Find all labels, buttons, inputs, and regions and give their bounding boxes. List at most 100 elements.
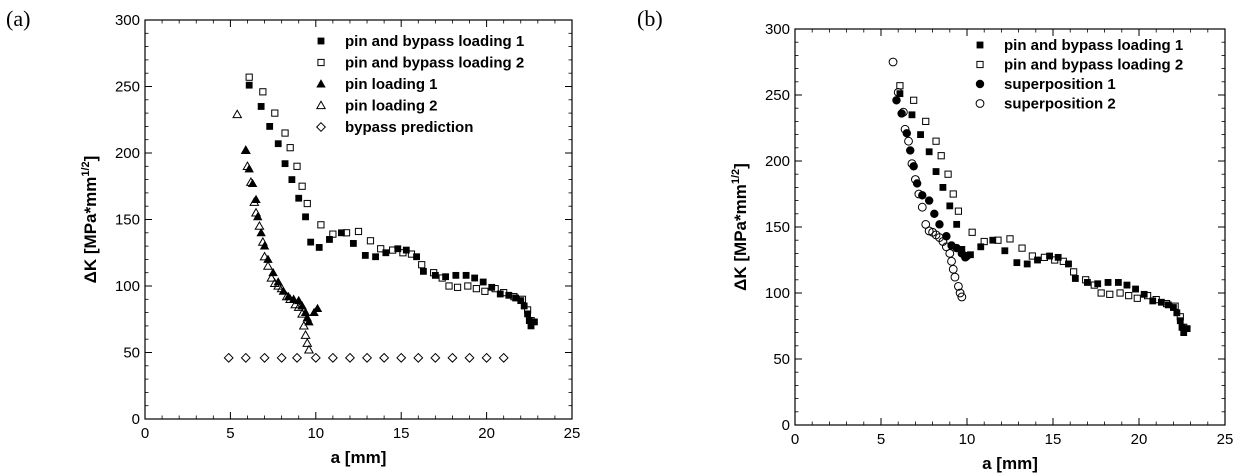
chart-a-point <box>295 194 303 202</box>
chart-a-point <box>342 229 351 237</box>
chart-a-point <box>379 352 390 363</box>
chart-b-point <box>904 136 913 146</box>
chart-a-point <box>285 294 296 303</box>
chart-a-legend-marker <box>316 79 326 88</box>
chart-b-point <box>1001 247 1009 255</box>
chart-b-point <box>930 209 939 219</box>
chart-a-point <box>281 129 289 137</box>
chart-b-point <box>989 236 997 244</box>
chart-a-legend-label: pin and bypass loading 1 <box>345 33 524 50</box>
chart-a-y-tick-label: 100 <box>115 278 140 295</box>
chart-a-point <box>297 308 308 318</box>
chart-a-series-3 <box>241 145 323 326</box>
chart-b-y-tick-label: 300 <box>765 21 790 38</box>
chart-a-point <box>399 249 407 257</box>
chart-a-point <box>303 199 311 208</box>
chart-b-point <box>917 131 924 138</box>
chart-a-point <box>329 230 337 238</box>
chart-a-series-1 <box>245 81 538 330</box>
chart-a-point <box>271 109 279 117</box>
chart-a-y-tick-label: 50 <box>123 345 140 362</box>
chart-a-point <box>498 352 509 363</box>
chart-a-point <box>266 123 274 130</box>
chart-b-point <box>1082 276 1090 284</box>
chart-a-point <box>481 352 492 363</box>
chart-b-point <box>1071 275 1079 282</box>
chart-a-legend-label: pin loading 1 <box>345 76 438 93</box>
chart-a-point <box>389 246 397 254</box>
chart-a-point <box>240 145 251 154</box>
chart-a-legend-label: pin and bypass loading 2 <box>345 55 524 72</box>
chart-b-point <box>957 292 967 302</box>
chart-b-point <box>1018 244 1026 252</box>
chart-b-point <box>900 124 910 134</box>
chart-b-legend-marker <box>976 60 984 69</box>
chart-a-point <box>382 249 390 257</box>
chart-b-point <box>954 282 963 291</box>
chart-a-point <box>273 280 284 290</box>
chart-a-point <box>310 352 321 363</box>
chart-a-point <box>527 316 535 325</box>
chart-b-point <box>1180 323 1188 331</box>
chart-a-point <box>366 237 375 245</box>
chart-a-point <box>293 302 304 311</box>
chart-a-point <box>452 271 460 279</box>
chart-a-point <box>430 269 438 277</box>
chart-b-point <box>1104 279 1112 286</box>
chart-b-point <box>1097 289 1105 297</box>
chart-b-point <box>955 288 965 298</box>
chart-a-point <box>281 160 289 168</box>
chart-b-point <box>949 190 957 198</box>
chart-b-point <box>1013 259 1021 267</box>
chart-b-point <box>946 202 954 210</box>
chart-b-series-2 <box>896 82 1188 331</box>
chart-a-point <box>269 278 280 287</box>
chart-b-point <box>953 220 961 228</box>
chart-a-series-2 <box>245 73 535 325</box>
chart-b-point <box>1051 256 1059 264</box>
chart-a-point <box>254 220 265 230</box>
chart-b-point <box>1090 281 1098 289</box>
chart-a-point <box>524 310 531 318</box>
chart-b-point <box>994 236 1002 244</box>
chart-a-point <box>481 287 489 295</box>
chart-a-panel-label: (a) <box>6 6 30 31</box>
chart-a-y-tick-label: 0 <box>132 411 140 428</box>
chart-a-point <box>276 283 287 293</box>
chart-b-point <box>1132 285 1139 293</box>
chart-b-point <box>1046 252 1053 260</box>
chart-a-point <box>290 299 301 309</box>
chart-a-point <box>232 109 243 119</box>
chart-b-point <box>1171 302 1179 310</box>
chart-b-point <box>925 148 933 156</box>
chart-a-legend-label: bypass prediction <box>345 119 473 136</box>
chart-a-point <box>302 213 309 221</box>
chart-b-point <box>932 137 940 145</box>
chart-b-point <box>1125 292 1133 300</box>
chart-b-point <box>1144 292 1152 300</box>
chart-b-point <box>1028 252 1036 260</box>
chart-b-point <box>922 117 930 126</box>
chart-b-point <box>1176 313 1184 321</box>
chart-b-point <box>1123 281 1131 289</box>
chart-a-point <box>445 282 453 290</box>
chart-a-point <box>266 272 277 282</box>
chart-a-y-axis-title: ΔK [MPa*mm1/2] <box>80 156 100 284</box>
chart-a-point <box>250 207 262 217</box>
chart-b-y-axis-title: ΔK [MPa*mm1/2] <box>730 163 750 291</box>
chart-b-y-tick-label: 200 <box>765 153 790 170</box>
chart-b-point <box>1059 257 1067 265</box>
chart-b-point <box>910 96 918 104</box>
chart-a-legend-marker <box>317 58 325 67</box>
chart-b-x-tick-label: 0 <box>791 431 799 448</box>
chart-b-legend-label: superposition 2 <box>1004 96 1116 113</box>
chart-b-point <box>1114 279 1122 286</box>
chart-b-point <box>1106 290 1114 298</box>
chart-a-x-tick-label: 5 <box>226 425 234 442</box>
chart-b-point <box>896 90 904 98</box>
chart-a-point <box>327 352 338 363</box>
chart-b-legend-label: pin and bypass loading 1 <box>1004 37 1183 54</box>
chart-a-point <box>438 274 446 282</box>
chart-a-point <box>344 352 355 363</box>
